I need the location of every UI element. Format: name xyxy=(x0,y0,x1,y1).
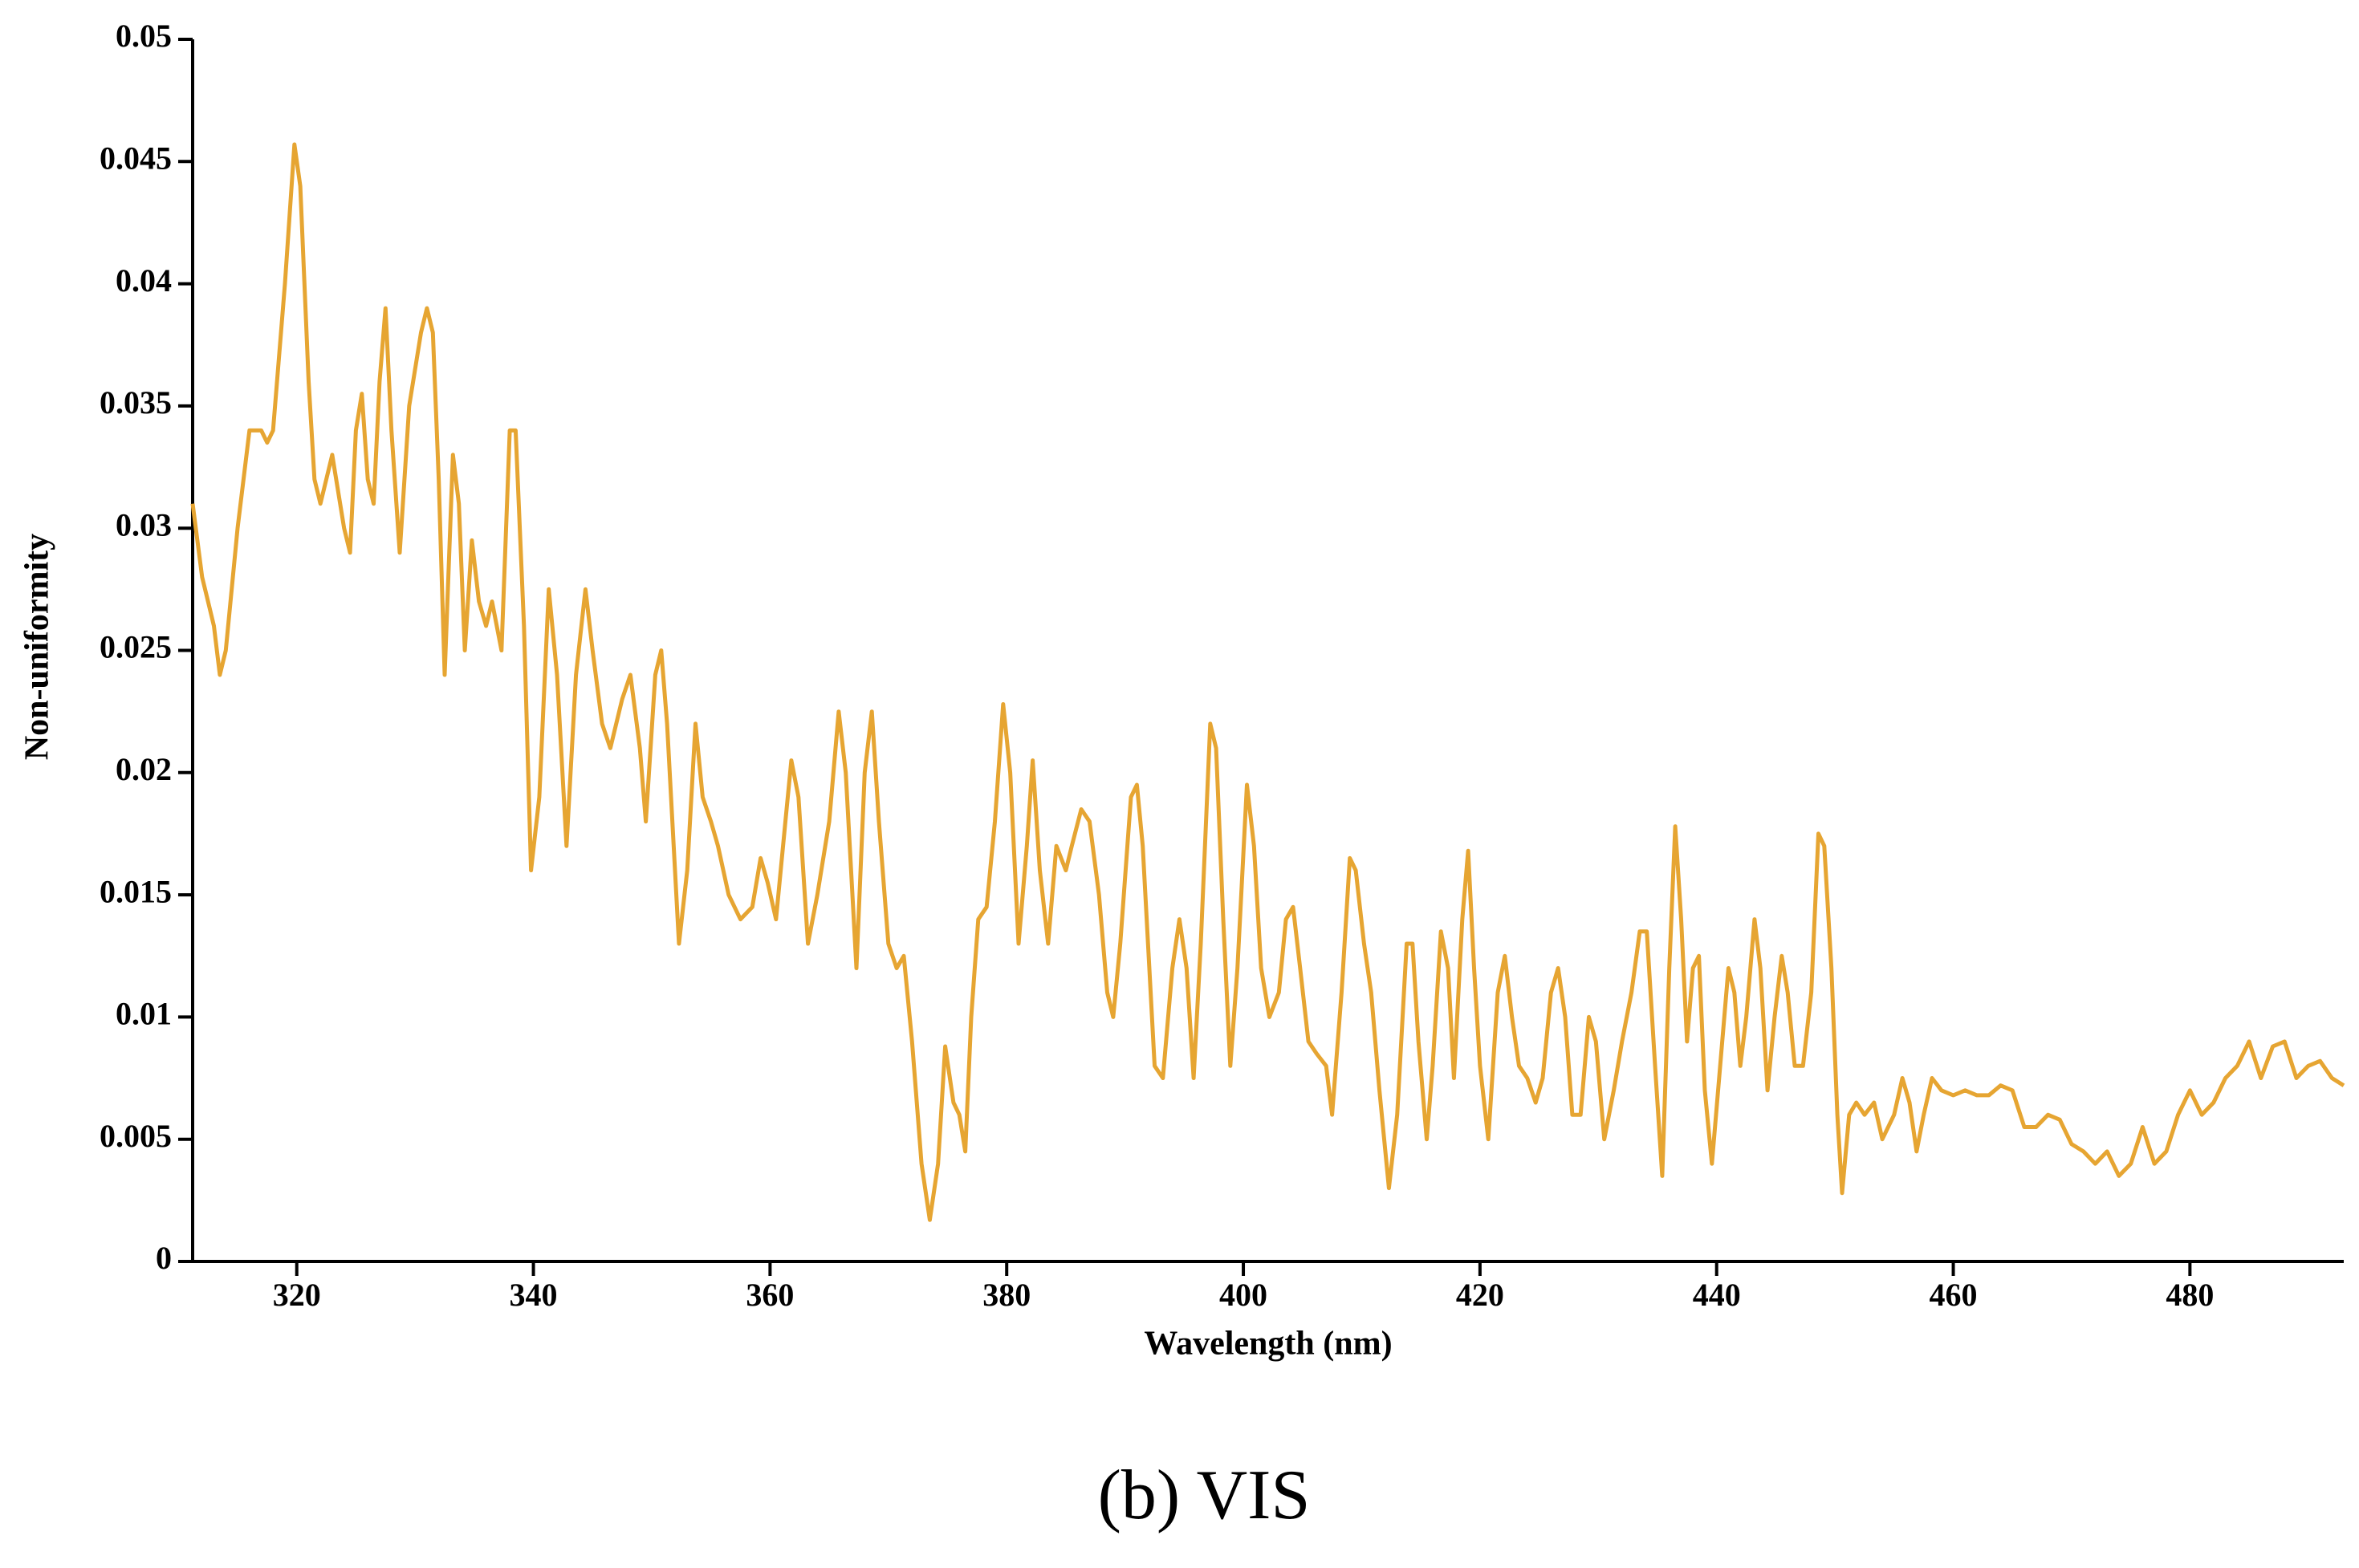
caption: (b) VIS xyxy=(1098,1456,1311,1534)
y-tick-label: 0 xyxy=(156,1240,172,1276)
x-tick-label: 440 xyxy=(1693,1277,1741,1313)
y-tick-label: 0.03 xyxy=(116,506,172,542)
x-tick-label: 380 xyxy=(982,1277,1031,1313)
y-tick-label: 0.035 xyxy=(100,384,172,420)
x-tick-label: 460 xyxy=(1930,1277,1978,1313)
x-tick-label: 400 xyxy=(1219,1277,1267,1313)
x-tick-label: 420 xyxy=(1456,1277,1504,1313)
y-tick-label: 0.02 xyxy=(116,751,172,787)
x-tick-label: 480 xyxy=(2166,1277,2214,1313)
y-tick-label: 0.005 xyxy=(100,1118,172,1154)
x-tick-label: 360 xyxy=(746,1277,794,1313)
y-tick-label: 0.045 xyxy=(100,140,172,176)
x-tick-label: 340 xyxy=(510,1277,558,1313)
data-line xyxy=(190,142,2345,1222)
x-tick-label: 320 xyxy=(273,1277,321,1313)
y-tick-label: 0.04 xyxy=(116,262,172,299)
y-axis-label: Non-uniformity xyxy=(19,534,56,760)
x-axis-label: Wavelength (nm) xyxy=(1144,1326,1392,1363)
y-tick-label: 0.01 xyxy=(116,996,172,1032)
y-tick-label: 0.05 xyxy=(116,18,172,54)
y-tick-label: 0.015 xyxy=(100,873,172,909)
y-tick-label: 0.025 xyxy=(100,629,172,665)
